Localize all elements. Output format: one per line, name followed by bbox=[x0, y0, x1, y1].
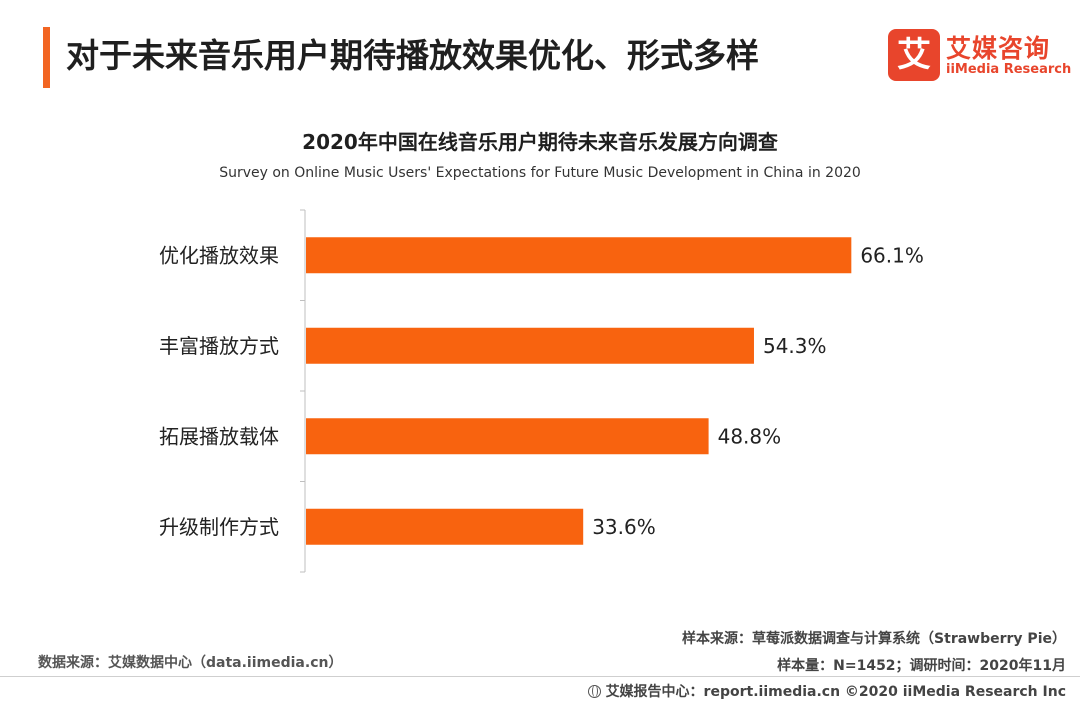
iimedia-logo[interactable]: 艾 艾媒咨询 iiMedia Research bbox=[888, 29, 1072, 83]
category-label-3: 拓展播放载体 bbox=[159, 424, 279, 448]
copyright-line: 艾媒报告中心：report.iimedia.cn ©2020 iiMedia R… bbox=[587, 681, 1066, 701]
page-title: 对于未来音乐用户期待播放效果优化、形式多样 bbox=[66, 36, 759, 75]
footer-divider bbox=[0, 676, 1080, 677]
logo-mark-icon: 艾 bbox=[888, 29, 940, 81]
value-label-1: 66.1% bbox=[860, 243, 924, 267]
category-label-2: 丰富播放方式 bbox=[159, 334, 279, 358]
data-source-note: 数据来源：艾媒数据中心（data.iimedia.cn） bbox=[38, 655, 343, 671]
value-label-4: 33.6% bbox=[592, 515, 656, 539]
category-label-4: 升级制作方式 bbox=[159, 515, 279, 539]
chart-title: 2020年中国在线音乐用户期待未来音乐发展方向调查 bbox=[302, 130, 778, 154]
sample-source-note: 样本来源：草莓派数据调查与计算系统（Strawberry Pie） bbox=[682, 631, 1066, 647]
globe-icon bbox=[587, 685, 601, 698]
logo-name-en: iiMedia Research bbox=[946, 62, 1072, 77]
value-label-2: 54.3% bbox=[763, 334, 827, 358]
bar-1 bbox=[306, 237, 852, 274]
bar-2 bbox=[306, 327, 754, 364]
copyright-text: 艾媒报告中心：report.iimedia.cn ©2020 iiMedia R… bbox=[605, 684, 1066, 700]
value-label-3: 48.8% bbox=[718, 424, 782, 448]
title-accent-bar bbox=[43, 27, 50, 88]
sample-info-note: 样本量：N=1452；调研时间：2020年11月 bbox=[777, 658, 1066, 674]
category-label-1: 优化播放效果 bbox=[159, 243, 279, 267]
bar-3 bbox=[306, 418, 709, 455]
chart-subtitle: Survey on Online Music Users' Expectatio… bbox=[219, 165, 861, 181]
logo-name-cn: 艾媒咨询 bbox=[946, 34, 1051, 63]
bar-4 bbox=[306, 508, 584, 545]
